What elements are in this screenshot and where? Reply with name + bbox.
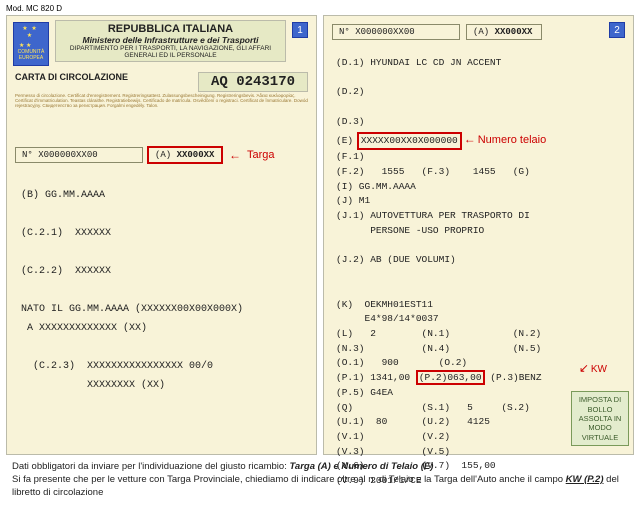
r-field-n-value: X000000XX00 <box>355 27 414 37</box>
r-field-n-label: N° <box>339 27 350 37</box>
left-line: NATO IL GG.MM.AAAA (XXXXXX00X00X000X) <box>21 300 306 319</box>
footnote-l1a: Dati obbligatori da inviare per l'indivi… <box>12 461 289 472</box>
arrow-icon: ↙ <box>579 361 589 375</box>
page-number-1: 1 <box>292 22 308 38</box>
left-line <box>21 281 306 300</box>
carta-row: CARTA DI CIRCOLAZIONE AQ 0243170 <box>15 72 308 92</box>
right-line: (J.1) AUTOVETTURA PER TRASPORTO DI <box>336 209 625 224</box>
arrow-icon: ← <box>464 132 476 146</box>
kw-callout: ↙KW <box>577 359 607 378</box>
carta-label: CARTA DI CIRCOLAZIONE <box>15 72 128 82</box>
right-line: E4*98/14*0037 <box>336 312 625 327</box>
left-line: (C.2.3) XXXXXXXXXXXXXXXX 00/0 <box>21 357 306 376</box>
targa-callout: Targa <box>247 149 275 161</box>
field-a-value: XX000XX <box>177 150 215 160</box>
telaio-callout: Numero telaio <box>478 134 546 146</box>
page-number-2: 2 <box>609 22 625 38</box>
bollo-stamp: IMPOSTA DI BOLLO ASSOLTA IN MODO VIRTUAL… <box>571 391 629 446</box>
right-line: PERSONE -USO PROPRIO <box>336 224 625 239</box>
field-n-label: N° <box>22 150 33 160</box>
republic-title: REPUBBLICA ITALIANA <box>60 23 281 35</box>
left-document: COMUNITÀ EUROPEA REPUBBLICA ITALIANA Min… <box>6 15 317 455</box>
right-line: (V.6) (V.7) 155,00 <box>336 459 625 474</box>
documents-row: COMUNITÀ EUROPEA REPUBBLICA ITALIANA Min… <box>6 15 634 455</box>
r-field-a-label: (A) <box>473 27 489 37</box>
left-line <box>21 243 306 262</box>
right-line: (L) 2 (N.1) (N.2) <box>336 327 625 342</box>
targa-row: N° X000000XX00 (A) XX000XX ← Targa <box>15 146 308 164</box>
r-field-a-value: XX000XX <box>495 27 533 37</box>
doc-code: AQ 0243170 <box>198 72 308 92</box>
field-p2-kw: (P.2)063,00 <box>416 370 485 385</box>
field-a-label: (A) <box>155 150 171 160</box>
right-line: (D.1) HYUNDAI LC CD JN ACCENT <box>336 56 625 71</box>
department-title: DIPARTIMENTO PER I TRASPORTI, LA NAVIGAZ… <box>60 45 281 59</box>
left-body: (B) GG.MM.AAAA (C.2.1) XXXXXX (C.2.2) XX… <box>21 186 306 395</box>
field-a-targa: (A) XX000XX <box>147 146 223 164</box>
right-line <box>336 239 625 254</box>
left-line: (C.2.2) XXXXXX <box>21 262 306 281</box>
title-block: REPUBBLICA ITALIANA Ministero delle Infr… <box>55 20 286 62</box>
left-line <box>21 205 306 224</box>
right-line: (K) OEKMH01EST11 <box>336 298 625 313</box>
right-line: (V.9) 2001/1/CE <box>336 474 625 489</box>
right-line <box>336 100 625 115</box>
microtext: Permesso di circolazione. Certificat d'e… <box>15 94 308 109</box>
left-line: XXXXXXXX (XX) <box>21 376 306 395</box>
right-line <box>336 268 625 283</box>
right-line: (N.3) (N.4) (N.5) <box>336 342 625 357</box>
arrow-icon: ← <box>229 148 241 162</box>
left-line: A XXXXXXXXXXXXX (XX) <box>21 319 306 338</box>
mod-header: Mod. MC 820 D <box>6 4 634 13</box>
right-line: (F.1) <box>336 150 625 165</box>
left-line: (C.2.1) XXXXXX <box>21 224 306 243</box>
left-line <box>21 338 306 357</box>
right-line: ↙KW(P.1) 1341,00 (P.2)063,00 (P.3)BENZ <box>336 371 625 386</box>
right-line: (D.3) <box>336 115 625 130</box>
right-line <box>336 283 625 298</box>
right-line: (V.3) (V.5) <box>336 445 625 460</box>
field-e-telaio: XXXXX00XX0X000000 <box>357 132 462 151</box>
ministry-title: Ministero delle Infrastrutture e dei Tra… <box>60 35 281 45</box>
eu-text-bottom: EUROPEA <box>19 55 43 61</box>
field-n-value: X000000XX00 <box>38 150 97 160</box>
right-document: N° X000000XX00 (A) XX000XX 2 (D.1) HYUND… <box>323 15 634 455</box>
right-line: (D.2) <box>336 85 625 100</box>
field-n: N° X000000XX00 <box>15 147 143 163</box>
right-line: (J) M1 <box>336 194 625 209</box>
eu-stars-icon <box>21 27 41 47</box>
right-line: (E) XXXXX00XX0X000000←Numero telaio <box>336 130 625 151</box>
r-field-n: N° X000000XX00 <box>332 24 460 40</box>
left-line: (B) GG.MM.AAAA <box>21 186 306 205</box>
r-field-a: (A) XX000XX <box>466 24 542 40</box>
right-line: (F.2) 1555 (F.3) 1455 (G) <box>336 165 625 180</box>
right-line <box>336 71 625 86</box>
right-top-row: N° X000000XX00 (A) XX000XX <box>332 24 542 40</box>
right-line: (I) GG.MM.AAAA <box>336 180 625 195</box>
eu-flag-box: COMUNITÀ EUROPEA <box>13 22 49 66</box>
right-line: (J.2) AB (DUE VOLUMI) <box>336 253 625 268</box>
